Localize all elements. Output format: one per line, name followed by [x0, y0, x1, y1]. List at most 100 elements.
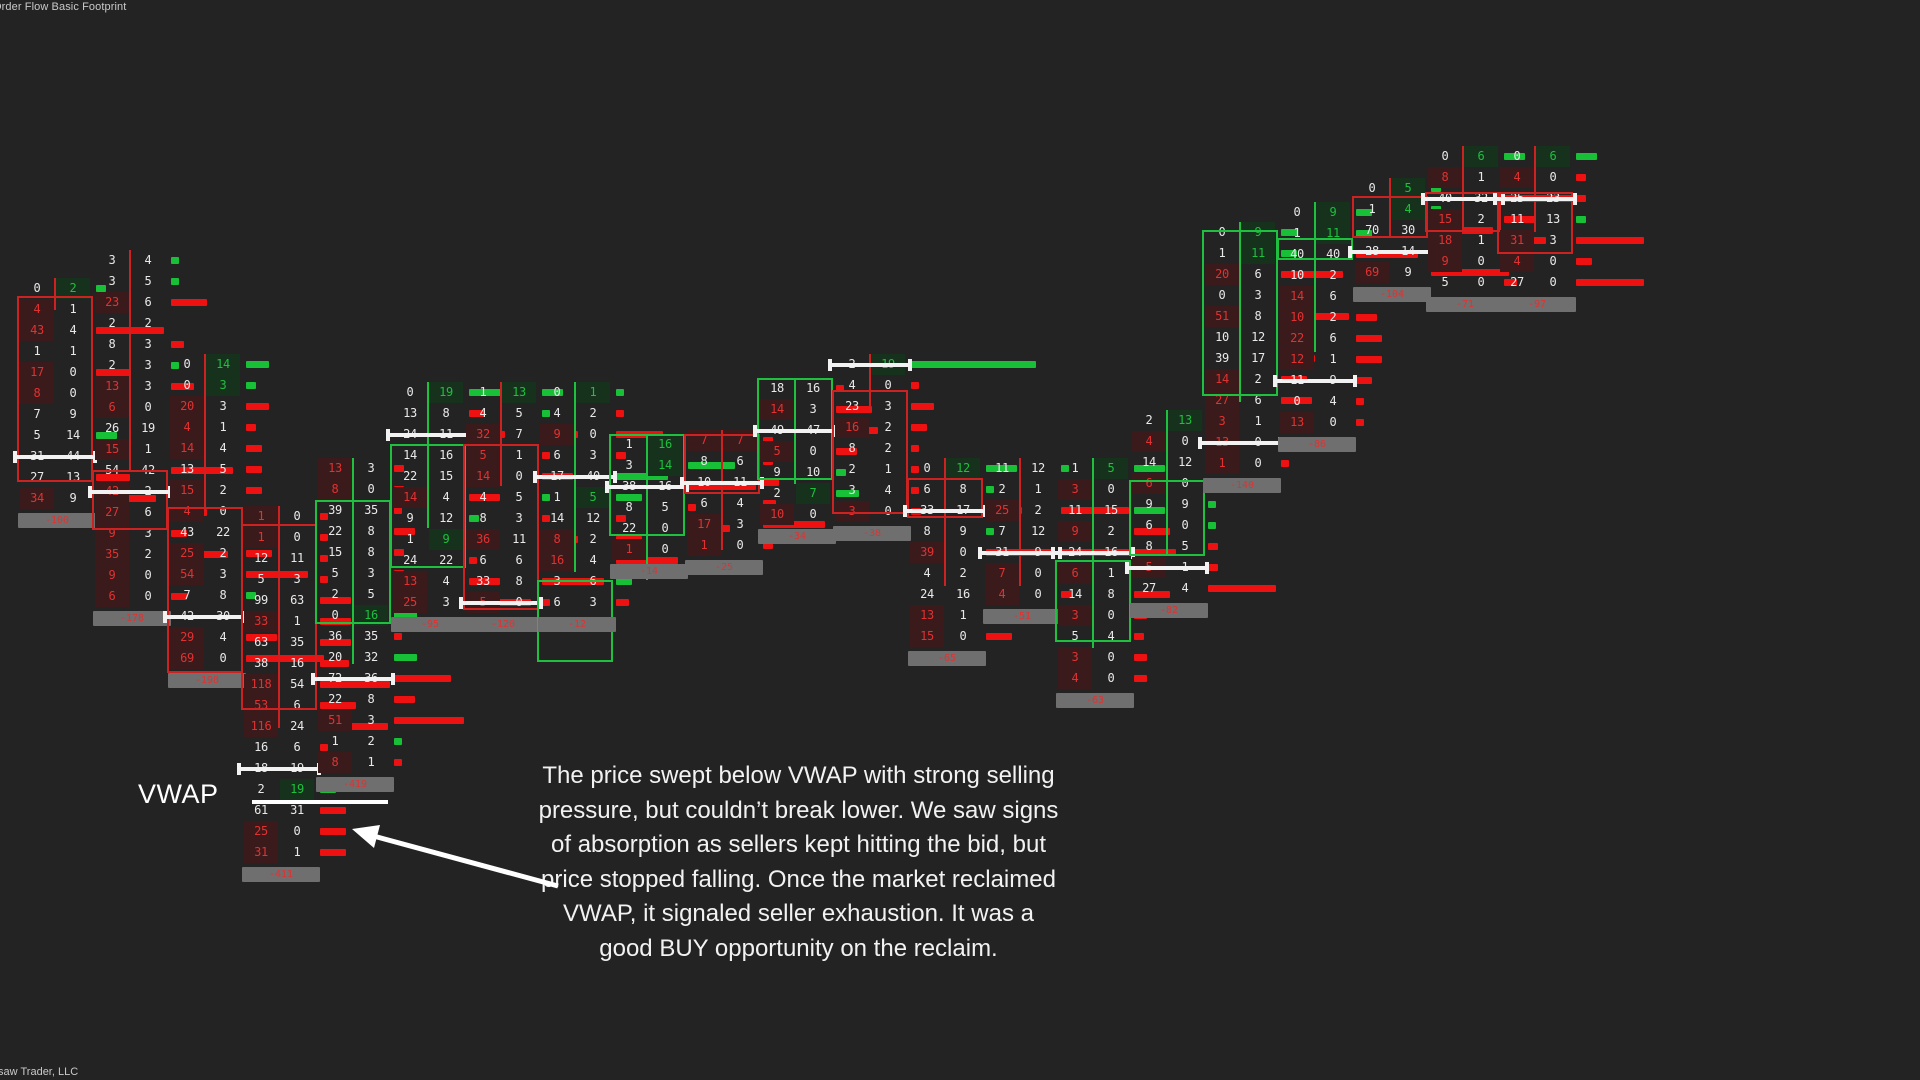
bid-volume-cell: 36	[328, 629, 342, 643]
candle-delta-tag: -86	[1278, 437, 1356, 452]
bid-volume-cell: 1	[1218, 246, 1226, 260]
ask-volume-cell: 13	[502, 382, 536, 403]
ask-volume-cell: 19	[429, 382, 463, 403]
ask-volume-cell: 3	[293, 572, 301, 586]
ask-volume-cell: 1	[293, 845, 301, 859]
volume-profile-bar	[1504, 279, 1517, 286]
footprint-candle[interactable]: 153011159224166114830543040-63	[1051, 458, 1176, 713]
bid-volume-cell: 38	[254, 656, 268, 670]
bid-volume-cell: 4	[1500, 167, 1534, 188]
bid-volume-cell: 9	[1145, 497, 1153, 511]
bid-volume-cell: 8	[20, 383, 54, 404]
footprint-candle[interactable]: 1 0 1 0 12 11 5 3 99 63 33 1 63 35 38 16 118 54 53 6 116 24 16…	[237, 506, 391, 887]
bid-volume-cell: 14	[1280, 286, 1314, 307]
volume-profile-bar	[911, 466, 919, 473]
footprint-candle[interactable]: 024143411170807951431442713349-100	[13, 278, 164, 533]
footprint-candle[interactable]: 0911120603518101239171422763113010-140	[1198, 222, 1349, 498]
poc-cap-left	[1421, 193, 1425, 205]
footprint-candle[interactable]: 2194023316282213430-38	[828, 354, 1036, 546]
volume-profile-bar	[763, 437, 774, 444]
footprint-candle[interactable]: 051470302814699-104	[1348, 178, 1509, 307]
footprint-candle[interactable]: 01268331789390422416131150-65	[903, 458, 1054, 671]
point-of-control-line	[903, 505, 987, 517]
volume-profile-bar	[394, 759, 402, 766]
footprint-candle[interactable]: 019138241114162215144912192422134253-95	[386, 382, 532, 637]
bid-volume-cell: 24	[403, 553, 417, 567]
bid-volume-cell: 14	[403, 448, 417, 462]
footprint-candle[interactable]: 0140320341144135152404322252543784230294…	[163, 354, 324, 693]
ask-volume-cell: 8	[1254, 309, 1262, 323]
volume-profile-bar	[171, 362, 179, 369]
ask-volume-cell: 0	[589, 427, 597, 441]
volume-profile-bar	[394, 507, 402, 514]
footprint-candle[interactable]: 3435236228323133602619151544242227693352…	[88, 250, 234, 631]
candle-delta-tag: -71	[1426, 297, 1504, 312]
volume-profile-bar	[763, 479, 779, 486]
bid-volume-cell: 18	[770, 381, 784, 395]
bid-volume-cell: 15	[170, 480, 204, 501]
bid-volume-cell: 27	[1205, 390, 1239, 411]
footprint-candle[interactable]: 11631438168522010-14	[605, 434, 756, 584]
candle-wick	[129, 250, 131, 472]
volume-profile-bar	[1356, 251, 1419, 258]
point-of-control-line	[828, 359, 912, 371]
poc-cap-right	[391, 673, 395, 685]
bid-volume-cell: 25	[244, 821, 278, 842]
bid-volume-cell: 16	[835, 417, 869, 438]
ask-volume-cell: 16	[956, 587, 970, 601]
ask-volume-cell: 0	[219, 651, 227, 665]
bid-volume-cell: 4	[170, 501, 204, 522]
bid-volume-cell: 25	[393, 592, 427, 613]
footprint-candle[interactable]: 2134014126099608551274-82	[1125, 410, 1276, 623]
ask-volume-cell: 7	[796, 483, 830, 504]
ask-volume-cell: 4	[1181, 581, 1189, 595]
volume-profile-bar	[469, 410, 485, 417]
volume-profile-bar	[616, 494, 642, 501]
bid-volume-cell: 10	[1290, 268, 1304, 282]
bid-volume-cell: 0	[406, 385, 414, 399]
footprint-candle[interactable]: 1112212527123197040-51	[978, 458, 1129, 629]
volume-profile-bar	[1061, 507, 1129, 514]
bid-volume-cell: 70	[1365, 223, 1379, 237]
ask-volume-cell: 19	[141, 421, 155, 435]
ask-volume-cell: 3	[589, 448, 597, 462]
ask-volume-cell: 35	[364, 503, 378, 517]
bid-volume-cell: 8	[108, 337, 116, 351]
volume-profile-bar	[246, 445, 262, 452]
bid-volume-cell: 4	[923, 566, 931, 580]
bid-volume-cell: 8	[540, 529, 574, 550]
ask-volume-cell: 4	[144, 253, 152, 267]
volume-profile-bar	[394, 738, 402, 745]
footprint-candle[interactable]: 1134532751140458336116633850-120	[459, 382, 605, 637]
bid-volume-cell: 0	[183, 357, 191, 371]
footprint-candle[interactable]: 1338039352281585325016363520327236228513…	[311, 458, 465, 797]
ask-volume-cell: 5	[144, 274, 152, 288]
footprint-candle[interactable]: 014290631740151412821643663-12	[533, 382, 679, 662]
poc-cap-right	[1131, 547, 1135, 559]
footprint-candle[interactable]: 068140321521819050-71	[1421, 146, 1572, 317]
candle-delta-tag: -140	[1203, 478, 1281, 493]
ask-volume-cell: 8	[442, 406, 450, 420]
poc-cap-right	[1205, 562, 1209, 574]
bid-volume-cell: 0	[331, 608, 339, 622]
ask-volume-cell: 12	[1251, 330, 1265, 344]
bid-volume-cell: 118	[244, 674, 278, 695]
footprint-candle[interactable]: 09111404010214610222612111904130-86	[1273, 202, 1419, 457]
candle-delta-tag: -12	[538, 617, 616, 632]
footprint-candle[interactable]: 181614349475091027100-34	[753, 378, 878, 549]
bid-volume-cell: 2	[848, 462, 856, 476]
bid-volume-cell: 6	[700, 496, 708, 510]
ask-volume-cell: 1	[515, 448, 523, 462]
volume-profile-bar	[1208, 522, 1216, 529]
ask-volume-cell: 7	[515, 427, 523, 441]
bid-volume-cell: 3	[1058, 647, 1092, 668]
bid-volume-cell: 116	[244, 716, 278, 737]
bid-volume-cell: 13	[1280, 412, 1314, 433]
footprint-candle[interactable]: 06402523111331340270-97	[1493, 146, 1644, 317]
volume-profile-bar	[1208, 564, 1219, 571]
volume-profile-bar	[394, 675, 452, 682]
footprint-candle[interactable]: 778610116417310-25	[680, 430, 826, 580]
candle-wick	[944, 458, 946, 586]
bid-volume-cell: 8	[1428, 167, 1462, 188]
